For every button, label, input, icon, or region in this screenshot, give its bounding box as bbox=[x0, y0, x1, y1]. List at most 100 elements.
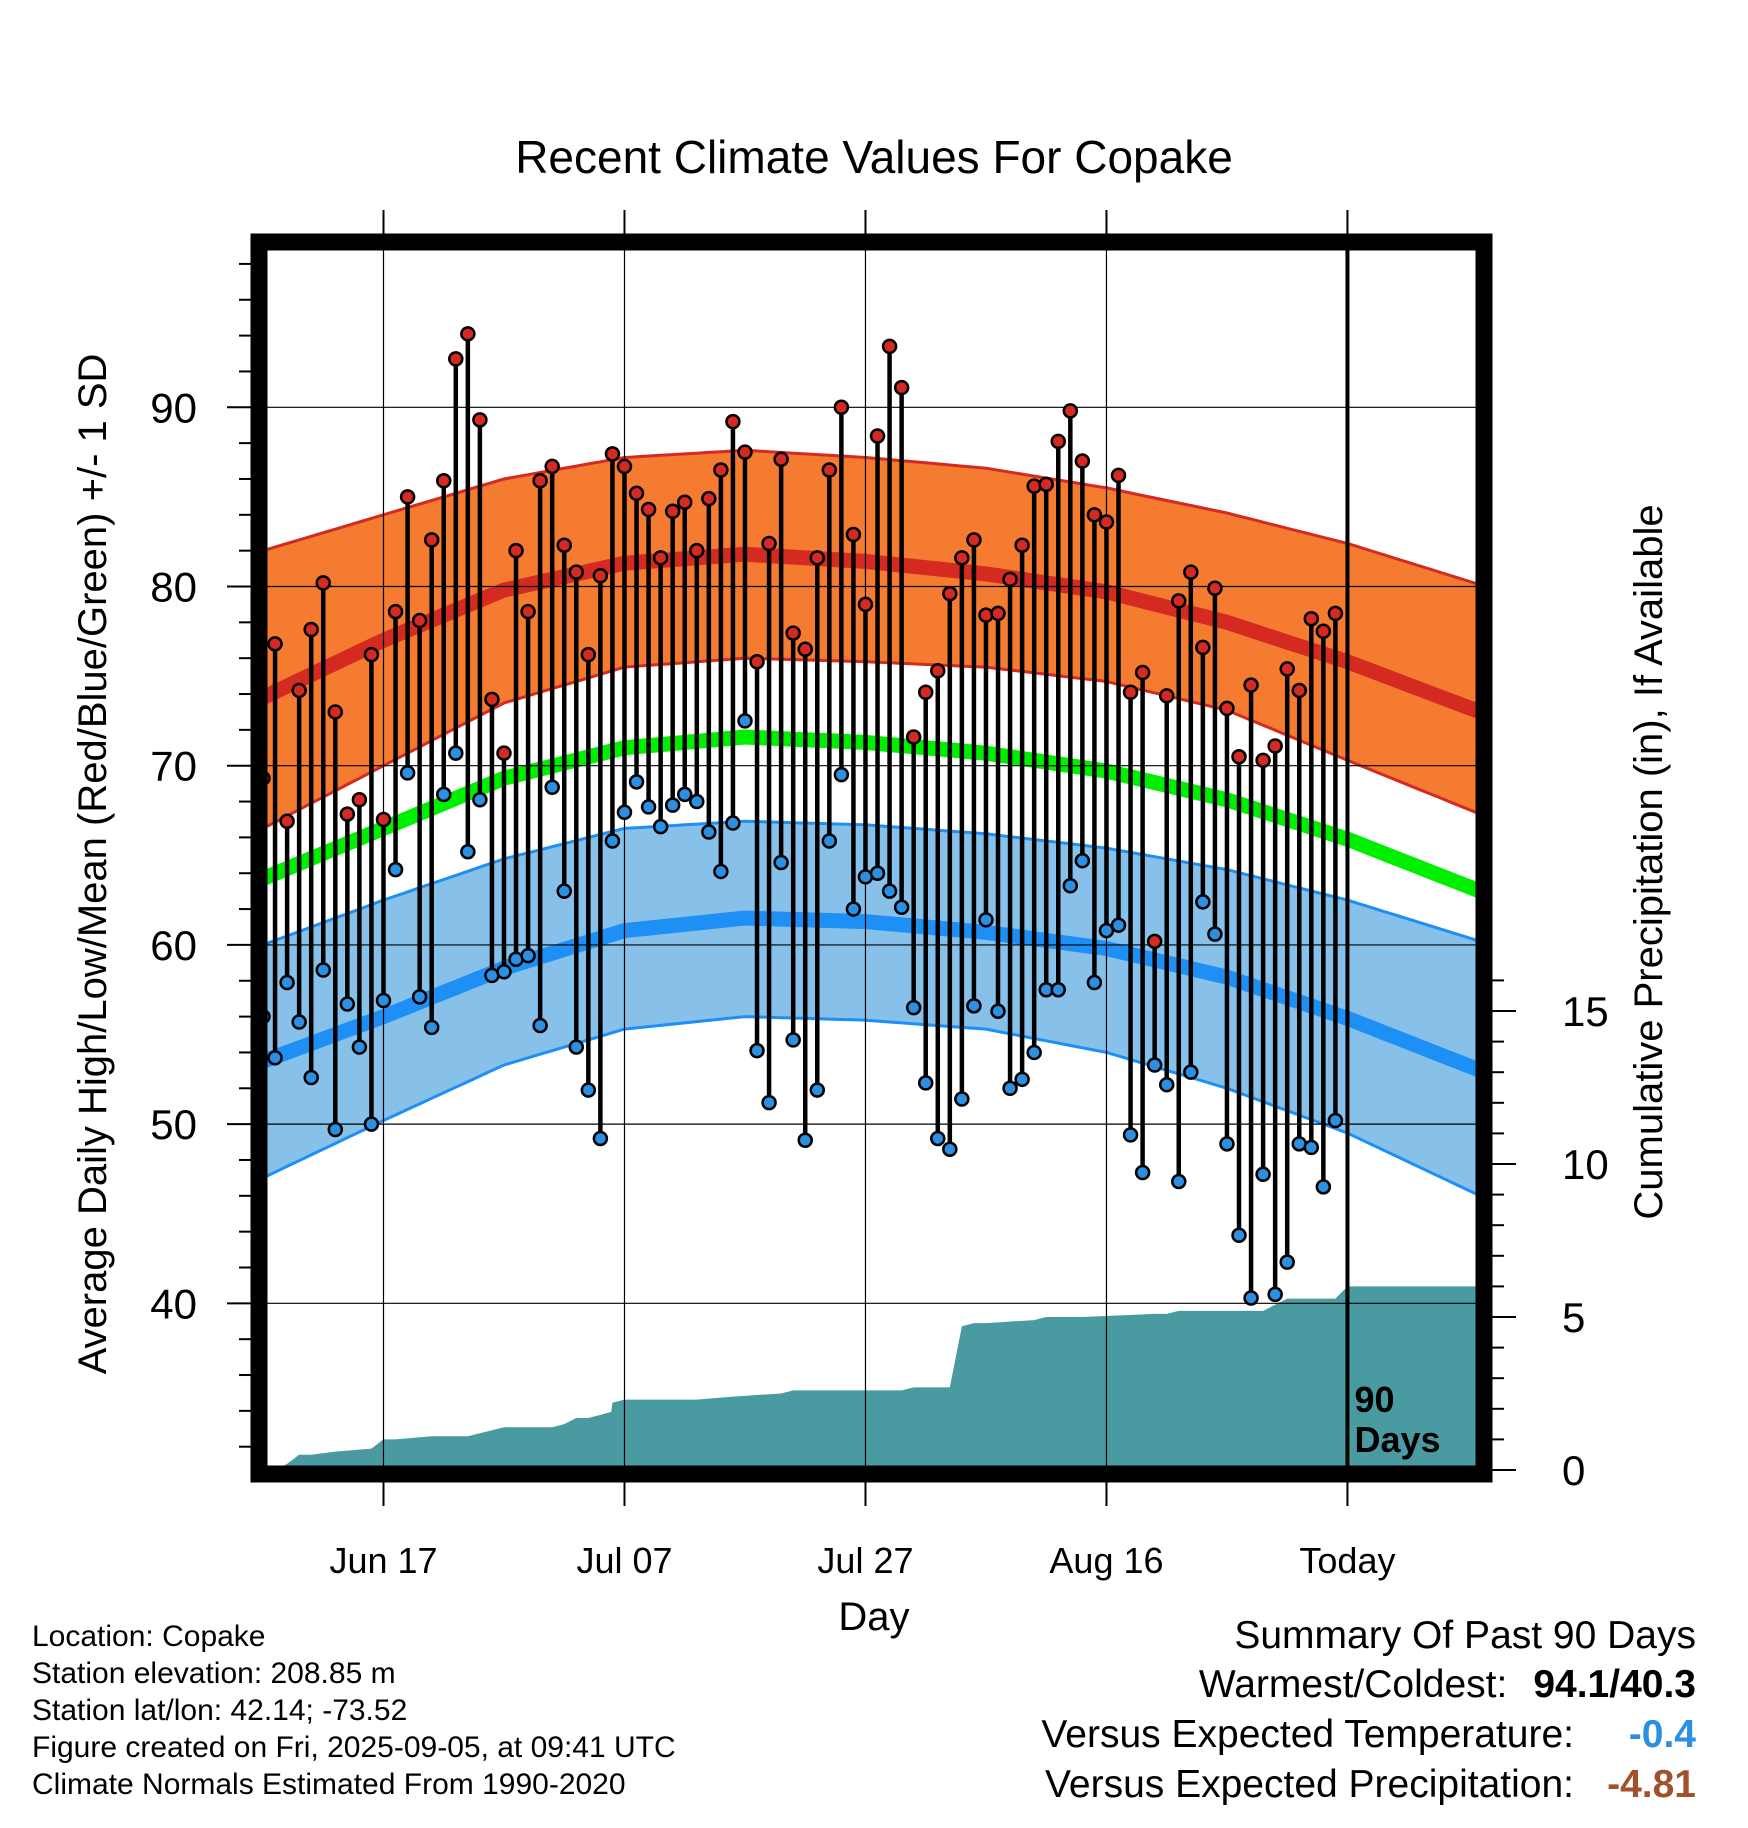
daily-low-point bbox=[399, 765, 416, 781]
daily-low-point bbox=[905, 999, 922, 1016]
daily-high-point bbox=[291, 682, 307, 699]
normals-text: Climate Normals Estimated From 1990-2020 bbox=[32, 1768, 626, 1801]
daily-high-point bbox=[1038, 476, 1054, 493]
y2-tick-label: 0 bbox=[1562, 1447, 1585, 1494]
daily-high-point bbox=[279, 813, 295, 830]
y-axis-label: Average Daily High/Low/Mean (Red/Blue/Gr… bbox=[71, 354, 115, 1375]
daily-low-point bbox=[1279, 1254, 1295, 1270]
daily-high-point bbox=[399, 489, 416, 505]
daily-high-point bbox=[1146, 933, 1163, 950]
daily-high-point bbox=[1303, 611, 1320, 627]
daily-low-point bbox=[1183, 1064, 1199, 1080]
daily-low-point bbox=[1267, 1286, 1283, 1303]
daily-high-point bbox=[387, 603, 404, 620]
daily-high-point bbox=[628, 485, 645, 502]
daily-low-point bbox=[664, 797, 681, 813]
daily-high-point bbox=[930, 662, 946, 679]
daily-low-point bbox=[1122, 1127, 1139, 1143]
x-tick-label: Jul 07 bbox=[576, 1540, 672, 1581]
daily-low-point bbox=[652, 818, 669, 835]
daily-low-point bbox=[845, 901, 862, 917]
daily-low-point bbox=[1110, 917, 1127, 933]
daily-high-point bbox=[905, 729, 922, 745]
daily-low-point bbox=[1219, 1136, 1235, 1152]
daily-low-point bbox=[556, 883, 572, 899]
daily-high-point bbox=[761, 535, 777, 552]
daily-low-point bbox=[532, 1017, 548, 1034]
daily-high-point bbox=[857, 596, 874, 613]
summary-title: Summary Of Past 90 Days bbox=[1234, 1614, 1696, 1657]
elevation-text: Station elevation: 208.85 m bbox=[32, 1657, 396, 1690]
y-tick-label: 80 bbox=[150, 563, 197, 610]
warm-cold-label: Warmest/Coldest: bbox=[1198, 1663, 1508, 1706]
summary-warm-cold: Warmest/Coldest: 94.1/40.3 bbox=[1041, 1660, 1696, 1710]
daily-low-point bbox=[411, 989, 428, 1005]
daily-low-point bbox=[616, 804, 633, 821]
daily-high-point bbox=[664, 503, 681, 519]
daily-low-point bbox=[1231, 1227, 1247, 1243]
x-tick-label: Jul 27 bbox=[817, 1540, 913, 1581]
daily-high-point bbox=[423, 532, 440, 548]
summary-precip: Versus Expected Precipitation: -4.81 bbox=[1041, 1760, 1696, 1810]
temp-label: Versus Expected Temperature: bbox=[1041, 1713, 1574, 1756]
daily-high-point bbox=[676, 494, 693, 511]
daily-high-point bbox=[773, 451, 789, 468]
daily-high-point bbox=[435, 473, 452, 489]
daily-low-point bbox=[1195, 894, 1211, 910]
daily-low-point bbox=[592, 1130, 609, 1147]
daily-low-point bbox=[375, 992, 392, 1009]
daily-low-point bbox=[640, 799, 657, 815]
daily-high-point bbox=[689, 542, 705, 559]
y2-tick-label: 15 bbox=[1562, 988, 1609, 1035]
daily-low-point bbox=[1327, 1112, 1344, 1129]
daily-low-point bbox=[785, 1032, 801, 1048]
temp-value: -0.4 bbox=[1628, 1713, 1696, 1756]
daily-high-point bbox=[1098, 514, 1115, 530]
daily-low-point bbox=[327, 1121, 344, 1138]
y-tick-label: 50 bbox=[150, 1101, 197, 1148]
daily-high-point bbox=[1231, 748, 1247, 765]
daily-low-point bbox=[351, 1039, 368, 1055]
y2-tick-label: 10 bbox=[1562, 1141, 1609, 1188]
daily-low-point bbox=[821, 833, 838, 849]
warm-cold-value: 94.1/40.3 bbox=[1533, 1663, 1696, 1706]
daily-high-point bbox=[893, 379, 910, 396]
daily-low-point bbox=[917, 1075, 934, 1091]
daily-high-point bbox=[1219, 700, 1235, 717]
daily-low-point bbox=[990, 1003, 1006, 1019]
daily-high-point bbox=[1014, 537, 1030, 554]
summary-panel: Summary Of Past 90 Days Warmest/Coldest:… bbox=[1041, 1612, 1696, 1810]
daily-high-point bbox=[881, 338, 898, 355]
daily-high-point bbox=[701, 490, 717, 507]
daily-high-point bbox=[1315, 623, 1332, 640]
daily-low-point bbox=[1207, 926, 1223, 942]
daily-high-point bbox=[1267, 738, 1283, 754]
daily-low-point bbox=[303, 1069, 319, 1086]
daily-high-point bbox=[1134, 664, 1151, 681]
daily-low-point bbox=[713, 863, 729, 880]
daily-low-point bbox=[448, 745, 464, 761]
daily-low-point bbox=[267, 1050, 283, 1066]
daily-high-point bbox=[954, 550, 970, 566]
daily-high-point bbox=[1062, 403, 1079, 419]
daily-high-point bbox=[484, 691, 500, 708]
plot-frame bbox=[250, 233, 1493, 1483]
station-info: Location: Copake Station elevation: 208.… bbox=[32, 1618, 676, 1803]
daily-high-point bbox=[448, 351, 464, 367]
daily-high-point bbox=[267, 636, 283, 652]
daily-low-point bbox=[1086, 974, 1103, 991]
daily-low-point bbox=[761, 1094, 777, 1111]
precipitation-area bbox=[263, 1286, 1480, 1470]
daily-high-point bbox=[532, 473, 548, 489]
daily-low-point bbox=[749, 1042, 765, 1059]
daily-low-point bbox=[363, 1116, 380, 1132]
daily-low-point bbox=[315, 962, 331, 978]
daily-low-point bbox=[628, 774, 645, 790]
daily-high-point bbox=[966, 532, 982, 548]
daily-high-point bbox=[725, 413, 741, 430]
daily-low-point bbox=[966, 998, 982, 1014]
daily-low-point bbox=[1002, 1080, 1018, 1097]
y2-axis-label: Cumulative Precipitation (in), If Availa… bbox=[1627, 504, 1671, 1219]
daily-high-point bbox=[580, 646, 597, 663]
daily-high-point bbox=[508, 542, 524, 559]
